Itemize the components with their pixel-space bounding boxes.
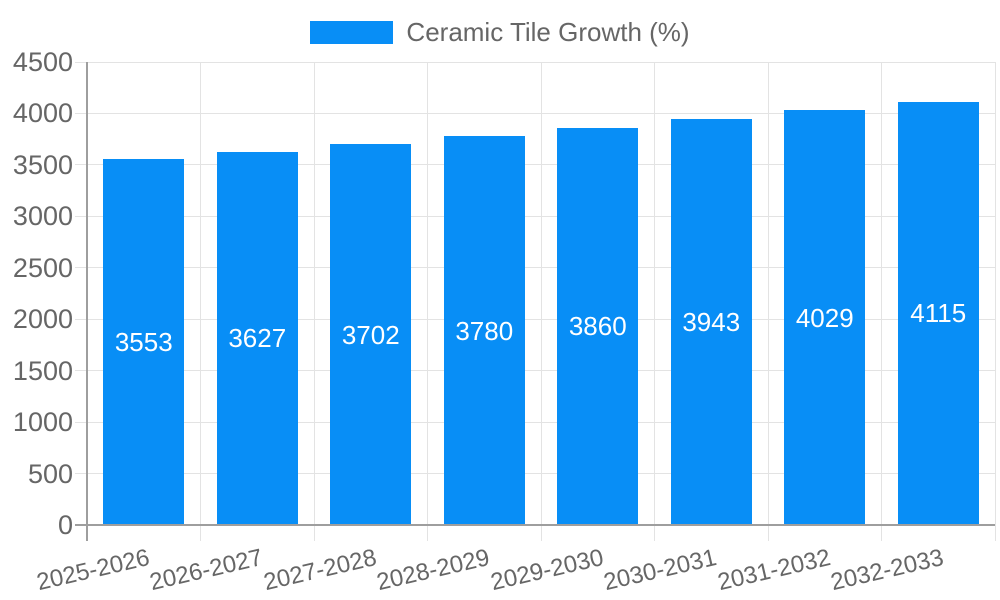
y-gridline — [75, 370, 995, 372]
legend-color-swatch — [310, 20, 394, 44]
y-axis-label: 1500 — [12, 355, 73, 386]
x-axis-line — [75, 524, 995, 526]
y-gridline — [75, 61, 995, 63]
y-gridline — [75, 164, 995, 166]
y-gridline — [75, 267, 995, 269]
x-gridline — [427, 62, 428, 541]
y-gridline — [75, 215, 995, 217]
bar — [784, 110, 866, 525]
bar — [443, 136, 525, 525]
bar-value-label: 4029 — [795, 302, 854, 333]
x-gridline — [540, 62, 542, 541]
y-axis-label: 4500 — [12, 47, 73, 77]
bar-value-label: 3553 — [114, 327, 173, 358]
y-gridline — [75, 473, 995, 475]
bar-value-label: 3860 — [568, 311, 627, 342]
y-axis-label: 1000 — [12, 407, 73, 438]
x-gridline — [200, 62, 201, 541]
x-gridline — [881, 62, 882, 541]
y-axis-label: 3500 — [12, 149, 73, 180]
bar — [897, 101, 979, 525]
y-axis-label: 3000 — [12, 201, 73, 232]
y-axis-label: 2000 — [12, 304, 73, 335]
bar-value-label: 3702 — [341, 319, 400, 350]
legend-label: Ceramic Tile Growth (%) — [406, 17, 690, 47]
x-gridline — [313, 62, 315, 541]
bar-value-label: 4115 — [910, 298, 967, 329]
y-gridline — [75, 421, 995, 423]
bar-value-label: 3943 — [682, 307, 741, 338]
x-gridline — [994, 62, 996, 541]
bar-value-label: 3627 — [228, 323, 287, 354]
y-gridline — [75, 318, 995, 320]
legend-item-ceramic-tile-growth[interactable]: Ceramic Tile Growth (%) — [310, 17, 690, 47]
y-gridline — [75, 112, 995, 114]
x-gridline — [654, 62, 655, 541]
bar — [103, 159, 185, 525]
bar — [330, 144, 412, 525]
bar — [216, 151, 298, 525]
bar-value-label: 3780 — [455, 315, 514, 346]
bar — [557, 127, 639, 525]
y-axis-line — [86, 62, 88, 541]
bar — [670, 119, 752, 525]
x-gridline — [767, 62, 769, 541]
chart-legend: Ceramic Tile Growth (%) — [0, 19, 1000, 45]
y-axis-label: 4000 — [12, 98, 73, 129]
y-axis-label: 0 — [57, 510, 73, 540]
y-axis-label: 2500 — [12, 252, 73, 283]
y-axis-label: 500 — [27, 458, 73, 489]
